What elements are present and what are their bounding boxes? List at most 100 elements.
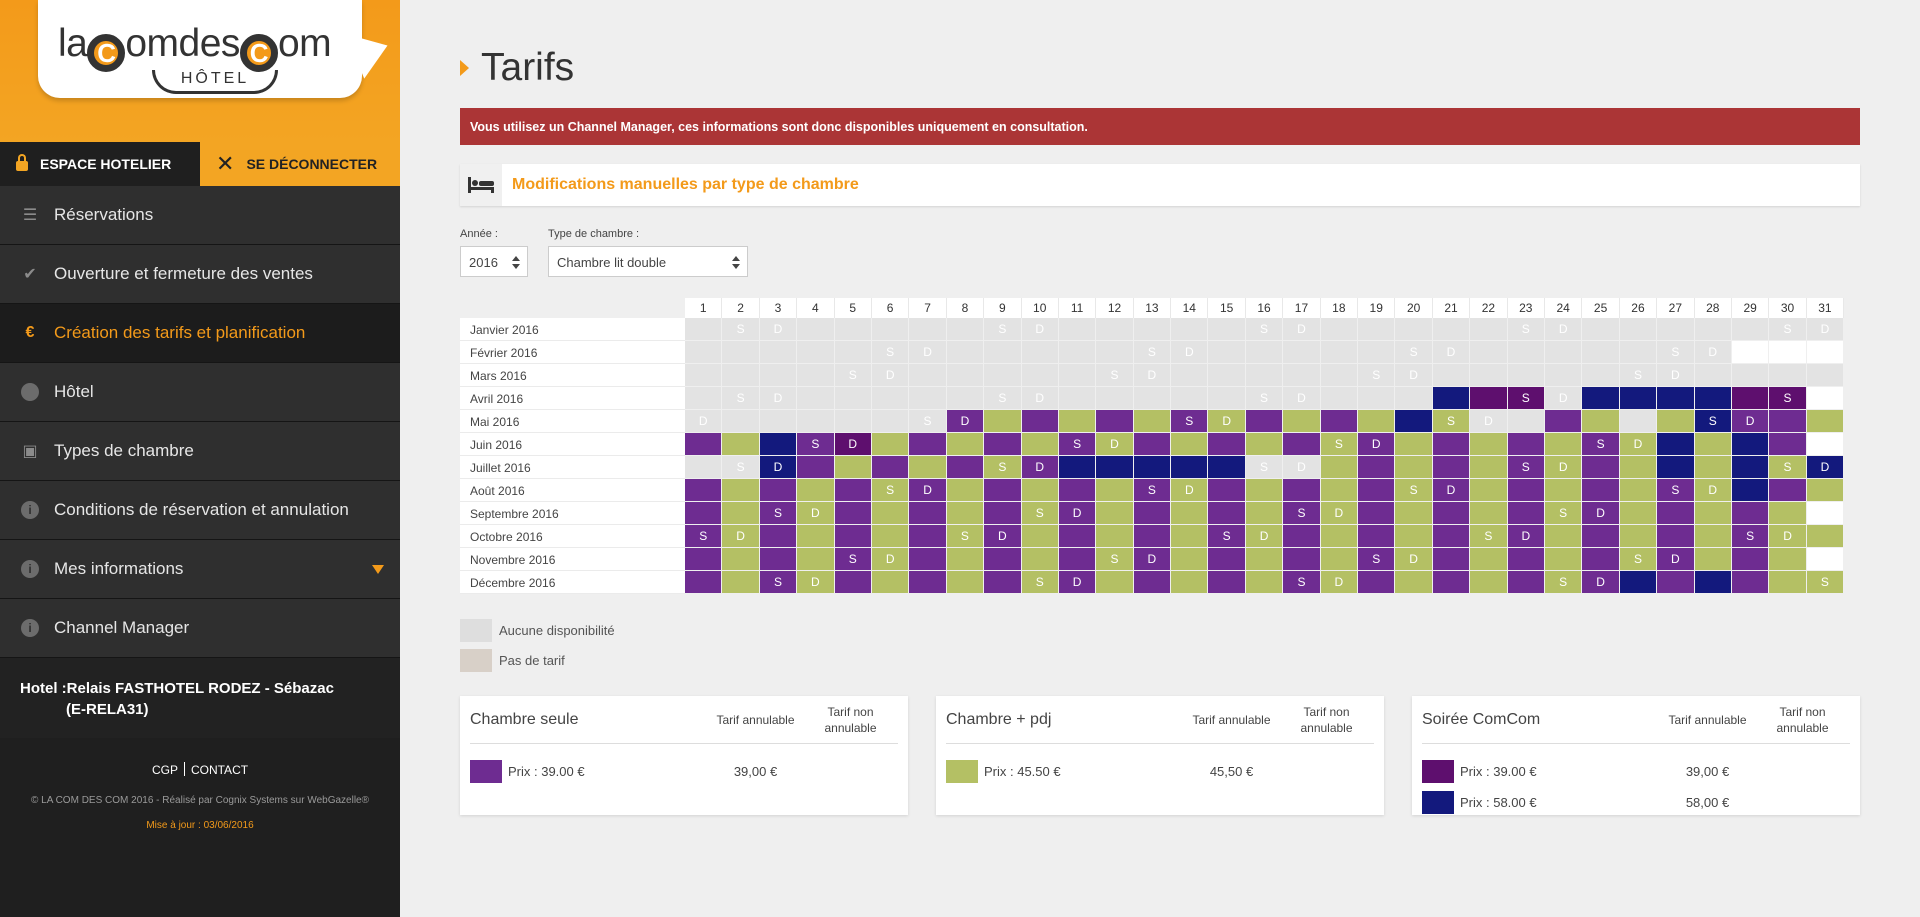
day-cell[interactable] — [1133, 502, 1172, 525]
day-cell[interactable] — [797, 364, 835, 387]
day-cell[interactable] — [1657, 318, 1695, 341]
day-cell[interactable] — [1694, 364, 1732, 387]
day-cell[interactable]: D — [1245, 525, 1284, 548]
day-cell[interactable] — [1806, 525, 1845, 548]
day-cell[interactable] — [1320, 341, 1359, 364]
day-cell[interactable] — [834, 341, 872, 364]
day-cell[interactable] — [1582, 364, 1620, 387]
day-cell[interactable] — [1769, 433, 1807, 456]
day-cell[interactable] — [1245, 479, 1284, 502]
day-cell[interactable]: D — [1283, 318, 1321, 341]
day-cell[interactable]: D — [1395, 364, 1433, 387]
day-cell[interactable] — [1283, 364, 1321, 387]
day-cell[interactable]: S — [1806, 571, 1845, 594]
day-cell[interactable] — [909, 502, 947, 525]
day-cell[interactable] — [984, 364, 1022, 387]
day-cell[interactable] — [1806, 364, 1845, 387]
day-cell[interactable]: S — [1769, 456, 1807, 479]
day-cell[interactable] — [909, 525, 947, 548]
day-cell[interactable] — [1208, 548, 1246, 571]
day-cell[interactable] — [1507, 479, 1545, 502]
day-cell[interactable] — [797, 410, 835, 433]
day-cell[interactable] — [1694, 433, 1732, 456]
day-cell[interactable] — [946, 456, 985, 479]
day-cell[interactable]: S — [1657, 479, 1695, 502]
day-cell[interactable]: D — [1283, 456, 1321, 479]
day-cell[interactable] — [1395, 456, 1433, 479]
day-cell[interactable] — [1171, 318, 1209, 341]
day-cell[interactable] — [1619, 479, 1658, 502]
day-cell[interactable] — [1245, 571, 1284, 594]
day-cell[interactable]: D — [834, 433, 872, 456]
day-cell[interactable]: S — [1096, 364, 1134, 387]
day-cell[interactable]: D — [1806, 456, 1845, 479]
day-cell[interactable] — [984, 548, 1022, 571]
sidebar-item-5[interactable]: i Conditions de réservation et annulation — [0, 481, 400, 540]
day-cell[interactable] — [1208, 479, 1246, 502]
day-cell[interactable] — [1171, 387, 1209, 410]
day-cell[interactable]: D — [1208, 410, 1246, 433]
day-cell[interactable]: S — [1395, 341, 1433, 364]
day-cell[interactable] — [946, 318, 985, 341]
day-cell[interactable] — [1657, 525, 1695, 548]
day-cell[interactable] — [1582, 548, 1620, 571]
day-cell[interactable] — [1432, 387, 1471, 410]
day-cell[interactable] — [1133, 456, 1172, 479]
day-cell[interactable] — [1208, 571, 1246, 594]
day-cell[interactable]: D — [1432, 341, 1471, 364]
day-cell[interactable] — [834, 456, 872, 479]
day-cell[interactable] — [909, 571, 947, 594]
day-cell[interactable] — [722, 433, 760, 456]
day-cell[interactable]: S — [1358, 364, 1396, 387]
day-cell[interactable] — [1058, 525, 1097, 548]
day-cell[interactable]: D — [1507, 525, 1545, 548]
day-cell[interactable] — [797, 548, 835, 571]
day-cell[interactable] — [1283, 548, 1321, 571]
day-cell[interactable] — [685, 364, 723, 387]
day-cell[interactable] — [1582, 318, 1620, 341]
day-cell[interactable] — [984, 502, 1022, 525]
day-cell[interactable]: D — [1283, 387, 1321, 410]
day-cell[interactable] — [1657, 502, 1695, 525]
day-cell[interactable] — [722, 341, 760, 364]
day-cell[interactable] — [1395, 571, 1433, 594]
day-cell[interactable] — [1619, 456, 1658, 479]
day-cell[interactable] — [1657, 456, 1695, 479]
day-cell[interactable] — [834, 571, 872, 594]
day-cell[interactable] — [685, 571, 723, 594]
day-cell[interactable] — [1470, 548, 1508, 571]
day-cell[interactable]: S — [871, 341, 910, 364]
day-cell[interactable]: S — [1769, 318, 1807, 341]
day-cell[interactable] — [685, 479, 723, 502]
day-cell[interactable] — [1619, 502, 1658, 525]
day-cell[interactable] — [1544, 410, 1583, 433]
day-cell[interactable] — [1432, 433, 1471, 456]
day-cell[interactable] — [1544, 364, 1583, 387]
day-cell[interactable] — [1544, 433, 1583, 456]
day-cell[interactable] — [1358, 318, 1396, 341]
sidebar-item-2[interactable]: € Création des tarifs et planification — [0, 304, 400, 363]
day-cell[interactable]: S — [1507, 387, 1545, 410]
day-cell[interactable] — [1470, 502, 1508, 525]
day-cell[interactable] — [1358, 387, 1396, 410]
day-cell[interactable] — [1096, 571, 1134, 594]
day-cell[interactable] — [1619, 571, 1658, 594]
day-cell[interactable] — [834, 410, 872, 433]
sidebar-item-3[interactable]: Hôtel — [0, 363, 400, 422]
day-cell[interactable] — [1395, 387, 1433, 410]
day-cell[interactable] — [1731, 571, 1770, 594]
day-cell[interactable] — [1171, 502, 1209, 525]
day-cell[interactable] — [1731, 387, 1770, 410]
day-cell[interactable] — [1395, 433, 1433, 456]
day-cell[interactable] — [1096, 479, 1134, 502]
day-cell[interactable] — [685, 433, 723, 456]
day-cell[interactable]: D — [1096, 433, 1134, 456]
day-cell[interactable] — [1657, 433, 1695, 456]
day-cell[interactable]: D — [722, 525, 760, 548]
day-cell[interactable] — [722, 479, 760, 502]
day-cell[interactable]: S — [1507, 456, 1545, 479]
day-cell[interactable] — [1058, 548, 1097, 571]
day-cell[interactable] — [1133, 387, 1172, 410]
day-cell[interactable] — [1731, 548, 1770, 571]
day-cell[interactable]: S — [1582, 433, 1620, 456]
